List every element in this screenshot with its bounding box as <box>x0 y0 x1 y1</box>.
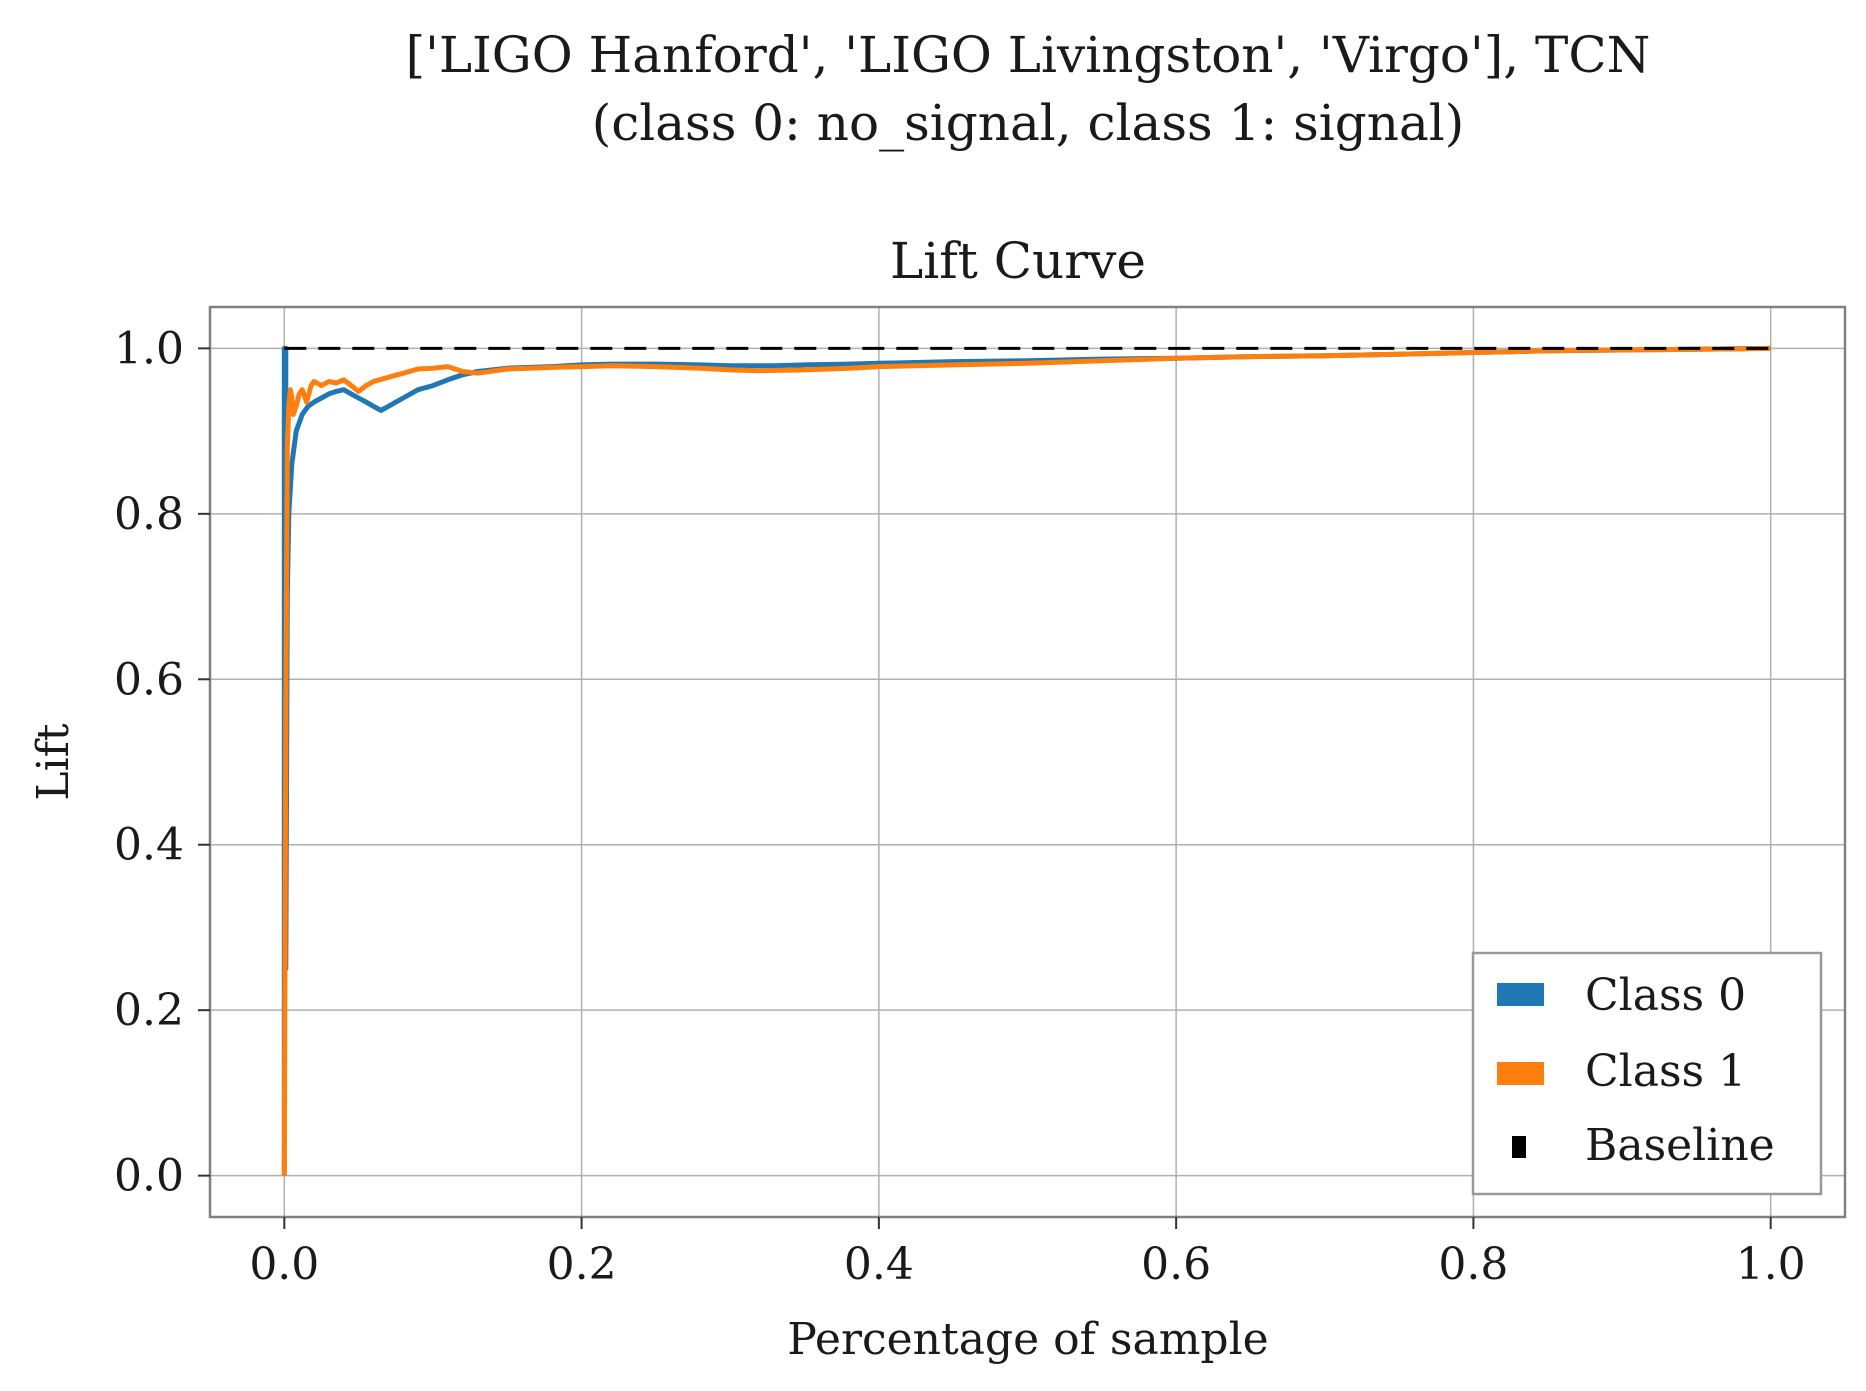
y-axis-label: Lift <box>28 723 79 801</box>
legend-swatch-baseline <box>1512 1136 1526 1158</box>
figure-suptitle-line1: ['LIGO Hanford', 'LIGO Livingston', 'Vir… <box>406 26 1651 84</box>
series-line-class-1 <box>281 345 1771 1176</box>
x-tick-label: 0.2 <box>547 1239 617 1290</box>
figure-suptitle-line2: (class 0: no_signal, class 1: signal) <box>592 94 1465 152</box>
x-axis-ticks: 0.0 0.2 0.4 0.6 0.8 1.0 <box>249 1217 1806 1290</box>
series-layer <box>281 345 1771 1176</box>
legend-label-class-0: Class 0 <box>1585 970 1746 1021</box>
legend-label-baseline: Baseline <box>1585 1120 1775 1171</box>
y-tick-label: 0.4 <box>114 820 184 871</box>
y-tick-label: 0.6 <box>114 654 184 705</box>
x-tick-label: 1.0 <box>1736 1239 1806 1290</box>
x-axis-label: Percentage of sample <box>787 1314 1268 1365</box>
legend-label-class-1: Class 1 <box>1585 1046 1746 1097</box>
x-tick-label: 0.6 <box>1141 1239 1211 1290</box>
y-axis-ticks: 0.0 0.2 0.4 0.6 0.8 1.0 <box>114 323 210 1202</box>
y-tick-label: 0.8 <box>114 489 184 540</box>
x-tick-label: 0.4 <box>844 1239 914 1290</box>
legend-swatch-class-0 <box>1497 983 1544 1006</box>
legend-swatch-class-1 <box>1497 1062 1544 1085</box>
y-tick-label: 1.0 <box>114 323 184 374</box>
y-tick-label: 0.0 <box>114 1151 184 1202</box>
y-tick-label: 0.2 <box>114 985 184 1036</box>
legend: Class 0 Class 1 Baseline <box>1471 951 1823 1196</box>
x-tick-label: 0.0 <box>249 1239 319 1290</box>
chart-title: Lift Curve <box>890 232 1146 290</box>
x-tick-label: 0.8 <box>1438 1239 1508 1290</box>
plot-frame <box>208 305 1847 1219</box>
